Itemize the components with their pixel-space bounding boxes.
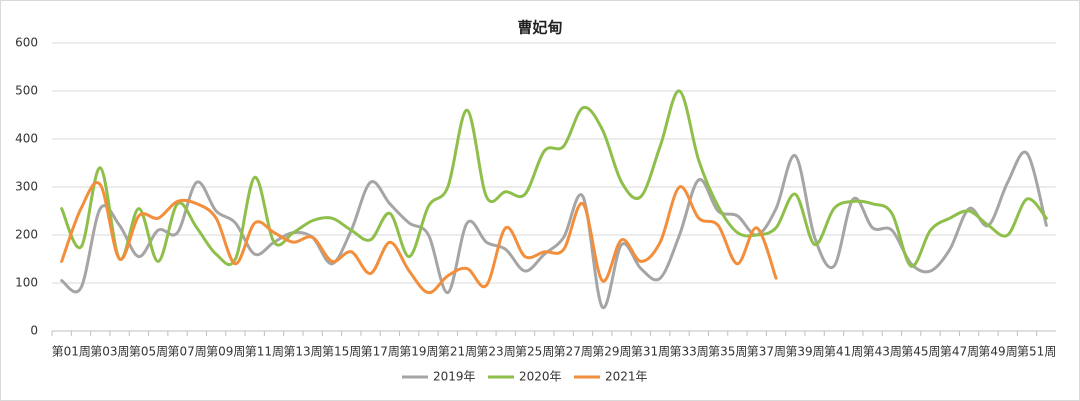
x-tick-label: 第13周: [283, 345, 322, 359]
x-tick-label: 第09周: [206, 345, 245, 359]
chart-title: 曹妃甸: [517, 19, 562, 37]
y-tick-label: 0: [30, 324, 38, 338]
x-tick-label: 第25周: [515, 345, 554, 359]
x-tick-label: 第11周: [245, 345, 284, 359]
x-tick-label: 第01周: [52, 345, 91, 359]
x-tick-label: 第33周: [670, 345, 709, 359]
x-tick-label: 第43周: [863, 345, 902, 359]
legend-label: 2019年: [433, 370, 476, 384]
x-tick-label: 第07周: [168, 345, 207, 359]
legend-label: 2021年: [605, 370, 648, 384]
series-line: [60, 181, 778, 295]
y-tick-label: 400: [15, 132, 38, 146]
x-tick-label: 第49周: [978, 345, 1017, 359]
y-tick-label: 100: [15, 276, 38, 290]
x-tick-label: 第05周: [129, 345, 168, 359]
x-tick-label: 第29周: [592, 345, 631, 359]
x-tick-label: 第37周: [747, 345, 786, 359]
x-tick-label: 第47周: [940, 345, 979, 359]
y-tick-label: 300: [15, 180, 38, 194]
legend-label: 2020年: [519, 370, 562, 384]
x-tick-label: 第35周: [708, 345, 747, 359]
x-tick-label: 第41周: [824, 345, 863, 359]
x-tick-label: 第27周: [554, 345, 593, 359]
x-tick-label: 第23周: [476, 345, 515, 359]
x-tick-label: 第45周: [901, 345, 940, 359]
x-tick-label: 第19周: [399, 345, 438, 359]
x-tick-label: 第51周: [1017, 345, 1056, 359]
x-tick-label: 第31周: [631, 345, 670, 359]
x-tick-label: 第21周: [438, 345, 477, 359]
y-tick-label: 600: [15, 36, 38, 50]
y-tick-label: 200: [15, 228, 38, 242]
x-tick-label: 第17周: [361, 345, 400, 359]
x-tick-label: 第03周: [90, 345, 129, 359]
x-tick-label: 第39周: [785, 345, 824, 359]
y-tick-label: 500: [15, 84, 38, 98]
x-tick-label: 第15周: [322, 345, 361, 359]
series-line: [60, 89, 1048, 268]
series-line: [60, 150, 1048, 309]
